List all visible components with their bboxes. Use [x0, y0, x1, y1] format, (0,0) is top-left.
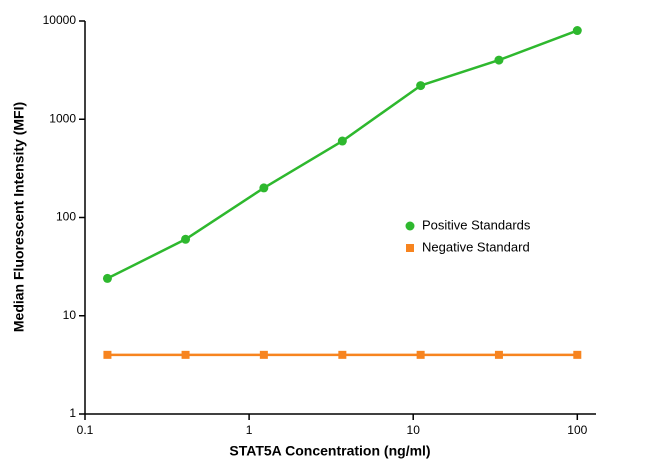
y-axis-title: Median Fluorescent Intensity (MFI) — [11, 102, 27, 332]
y-tick-label: 10000 — [43, 13, 77, 27]
x-tick-label: 10 — [407, 423, 421, 437]
legend-label: Positive Standards — [422, 217, 531, 232]
x-tick-label: 100 — [567, 423, 587, 437]
x-tick-label: 1 — [246, 423, 253, 437]
data-point — [416, 350, 425, 359]
y-tick-label: 100 — [56, 210, 76, 224]
legend-label: Negative Standard — [422, 239, 530, 254]
legend-marker — [405, 221, 415, 231]
y-tick-label: 1 — [69, 406, 76, 420]
data-point — [494, 55, 504, 65]
data-point — [494, 350, 503, 359]
data-point — [259, 350, 268, 359]
data-point — [338, 350, 347, 359]
data-point — [337, 136, 347, 146]
y-tick-label: 10 — [63, 308, 77, 322]
data-point — [573, 350, 582, 359]
data-point — [181, 234, 191, 244]
data-point — [572, 26, 582, 36]
x-axis-title: STAT5A Concentration (ng/ml) — [229, 443, 430, 459]
legend-marker — [406, 244, 414, 252]
data-point — [103, 350, 112, 359]
data-point — [102, 273, 112, 283]
data-point — [259, 183, 269, 193]
x-tick-label: 0.1 — [77, 423, 94, 437]
data-point — [181, 350, 190, 359]
y-tick-label: 1000 — [49, 111, 76, 125]
data-point — [416, 81, 426, 91]
